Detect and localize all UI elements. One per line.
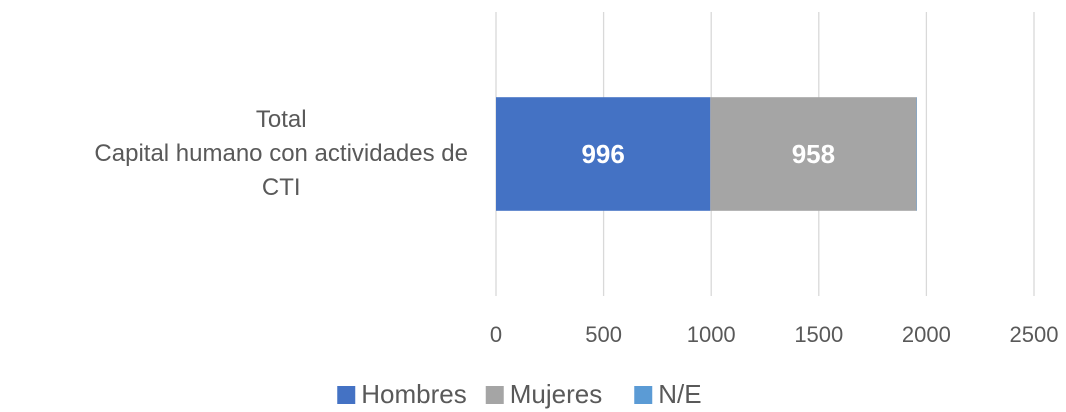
legend-swatch xyxy=(485,386,504,404)
legend-label: Mujeres xyxy=(510,379,602,409)
data-label: 958 xyxy=(792,139,835,169)
legend-label: N/E xyxy=(658,379,701,409)
legend-swatch xyxy=(634,386,653,404)
x-tick-label: 500 xyxy=(585,322,622,347)
legend-swatch xyxy=(337,386,356,404)
x-tick-label: 1000 xyxy=(687,322,736,347)
data-label: 996 xyxy=(581,139,624,169)
data-label: 2 xyxy=(921,139,935,169)
y-tick-label: Total Capital humano con actividades de … xyxy=(94,106,468,201)
x-tick-label: 1500 xyxy=(794,322,843,347)
legend-label: Hombres xyxy=(361,379,466,409)
bar xyxy=(496,97,711,211)
bar xyxy=(710,97,917,211)
x-tick-label: 2000 xyxy=(902,322,951,347)
x-tick-label: 0 xyxy=(490,322,502,347)
x-tick-label: 2500 xyxy=(1010,322,1059,347)
